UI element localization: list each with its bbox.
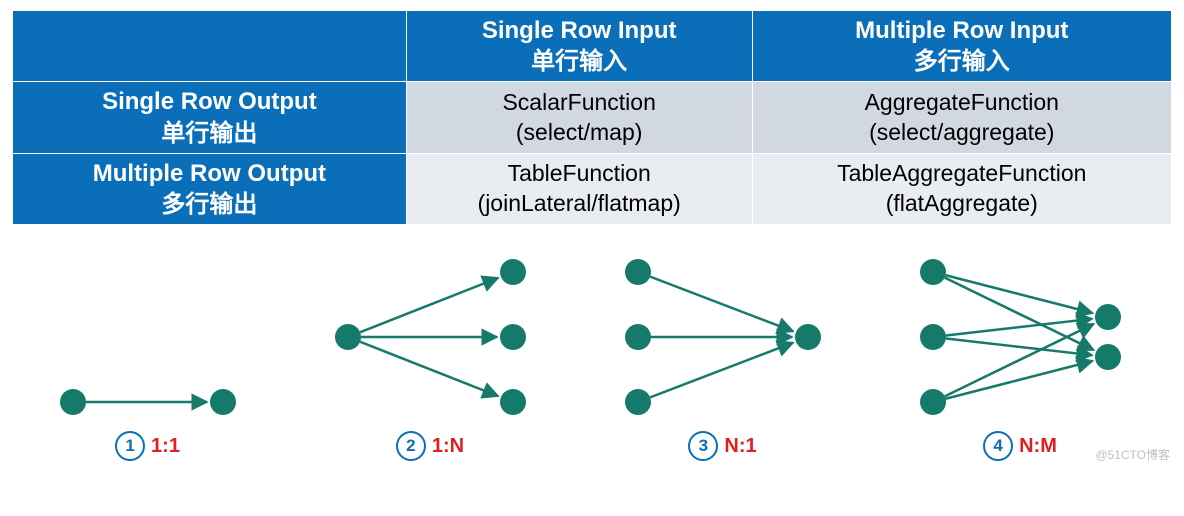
ratio-label: 1:1 — [151, 435, 180, 458]
cell-api: (select/aggregate) — [869, 119, 1054, 145]
graph-svg — [56, 385, 240, 419]
edge — [650, 277, 793, 332]
diagram-row: 1 1:1 2 1:N 3 N:1 4 N:M — [10, 255, 1170, 461]
graph-svg — [621, 255, 825, 419]
edge — [650, 343, 793, 398]
cell-api: (joinLateral/flatmap) — [478, 190, 681, 216]
cell-aggregate: AggregateFunction (select/aggregate) — [752, 82, 1171, 153]
node — [500, 259, 526, 285]
diagram-panel-Nto1: 3 N:1 — [621, 255, 825, 461]
row-header-single-output: Single Row Output 单行输出 — [13, 82, 407, 153]
cell-name: ScalarFunction — [502, 89, 655, 115]
badge-number: 1 — [115, 431, 145, 461]
ratio-label: N:M — [1019, 435, 1057, 458]
cell-table: TableFunction (joinLateral/flatmap) — [406, 153, 752, 224]
node — [335, 324, 361, 350]
watermark: @51CTO博客 — [1095, 446, 1170, 463]
badge-number: 2 — [396, 431, 426, 461]
corner-cell — [13, 11, 407, 82]
cell-name: TableAggregateFunction — [837, 160, 1086, 186]
node — [1095, 304, 1121, 330]
edge — [944, 278, 1093, 350]
row-header-zh: 多行输出 — [161, 191, 257, 218]
row-header-en: Multiple Row Output — [93, 160, 326, 187]
col-header-en: Multiple Row Input — [855, 17, 1068, 44]
row-header-zh: 单行输出 — [161, 120, 257, 147]
edge — [360, 342, 498, 396]
badge-number: 4 — [983, 431, 1013, 461]
node — [920, 259, 946, 285]
cell-api: (flatAggregate) — [886, 190, 1038, 216]
graph-svg — [331, 255, 530, 419]
cell-scalar: ScalarFunction (select/map) — [406, 82, 752, 153]
node — [500, 389, 526, 415]
node — [60, 389, 86, 415]
edge — [945, 319, 1091, 336]
node — [210, 389, 236, 415]
ratio-label: N:1 — [724, 435, 756, 458]
edge — [945, 361, 1092, 399]
node — [920, 389, 946, 415]
edge — [360, 278, 498, 332]
diagram-label: 4 N:M — [983, 431, 1057, 461]
col-header-zh: 多行输入 — [914, 48, 1010, 75]
diagram-label: 3 N:1 — [688, 431, 756, 461]
diagram-panel-NtoM: 4 N:M — [916, 255, 1125, 461]
col-header-en: Single Row Input — [482, 17, 677, 44]
node — [920, 324, 946, 350]
function-type-table: Single Row Input 单行输入 Multiple Row Input… — [12, 10, 1172, 225]
graph-svg — [916, 255, 1125, 419]
cell-tableagg: TableAggregateFunction (flatAggregate) — [752, 153, 1171, 224]
diagram-label: 2 1:N — [396, 431, 464, 461]
node — [625, 259, 651, 285]
node — [625, 324, 651, 350]
diagram-label: 1 1:1 — [115, 431, 180, 461]
edge — [944, 324, 1093, 396]
row-header-multiple-output: Multiple Row Output 多行输出 — [13, 153, 407, 224]
edge — [945, 339, 1091, 356]
cell-name: TableFunction — [508, 160, 651, 186]
cell-api: (select/map) — [516, 119, 643, 145]
col-header-zh: 单行输入 — [531, 48, 627, 75]
badge-number: 3 — [688, 431, 718, 461]
col-header-single-input: Single Row Input 单行输入 — [406, 11, 752, 82]
node — [1095, 344, 1121, 370]
node — [625, 389, 651, 415]
row-header-en: Single Row Output — [102, 88, 317, 115]
edge — [945, 275, 1092, 313]
node — [500, 324, 526, 350]
node — [795, 324, 821, 350]
diagram-panel-1to1: 1 1:1 — [56, 385, 240, 461]
diagram-panel-1toN: 2 1:N — [331, 255, 530, 461]
ratio-label: 1:N — [432, 435, 464, 458]
cell-name: AggregateFunction — [865, 89, 1059, 115]
col-header-multiple-input: Multiple Row Input 多行输入 — [752, 11, 1171, 82]
